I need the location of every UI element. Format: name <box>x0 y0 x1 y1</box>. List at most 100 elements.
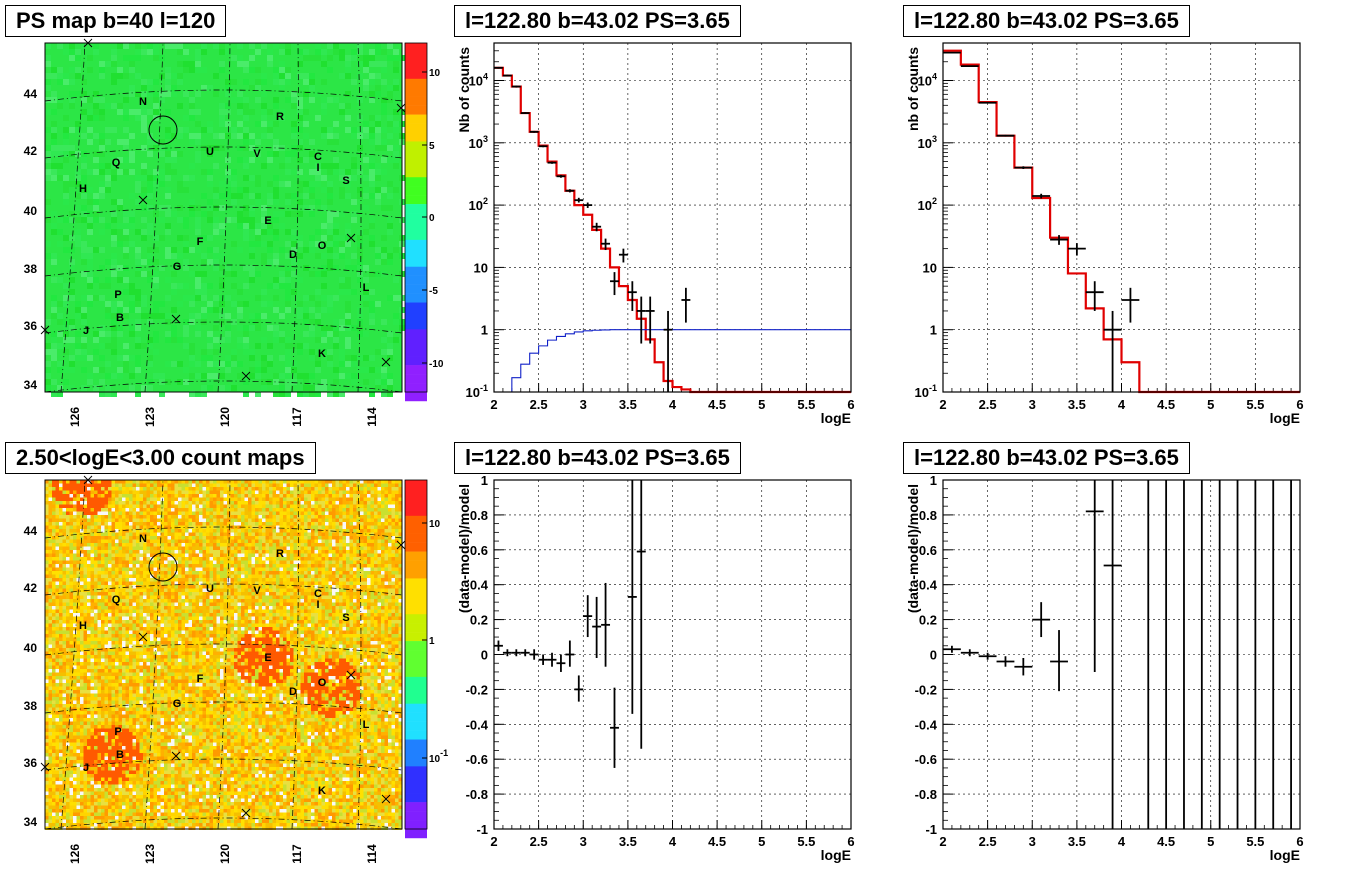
map-pixel <box>297 508 301 512</box>
map-pixel <box>48 539 52 543</box>
colorbar-cell <box>405 114 427 124</box>
map-pixel <box>55 515 59 519</box>
map-pixel <box>391 504 395 508</box>
map-pixel <box>206 543 210 547</box>
map-pixel <box>101 550 105 554</box>
map-pixel <box>90 532 94 536</box>
map-pixel <box>51 133 57 139</box>
map-pixel <box>118 567 122 571</box>
map-pixel <box>370 490 374 494</box>
map-pixel <box>262 490 266 494</box>
map-pixel <box>195 361 201 367</box>
map-pixel <box>117 277 123 283</box>
map-pixel <box>150 546 154 550</box>
map-pixel <box>262 508 266 512</box>
map-pixel <box>251 501 255 505</box>
map-pixel <box>328 494 332 498</box>
map-pixel <box>132 574 136 578</box>
map-pixel <box>164 532 168 536</box>
map-pixel <box>51 337 57 343</box>
map-pixel <box>370 546 374 550</box>
map-pixel <box>261 229 267 235</box>
map-pixel <box>367 550 371 554</box>
map-pixel <box>237 571 241 575</box>
map-pixel <box>94 490 98 494</box>
map-pixel <box>181 557 185 561</box>
map-pixel <box>165 67 171 73</box>
map-pixel <box>273 325 279 331</box>
map-pixel <box>99 139 105 145</box>
map-pixel <box>48 494 52 498</box>
map-pixel <box>123 343 129 349</box>
map-pixel <box>349 494 353 498</box>
map-pixel <box>141 115 147 121</box>
map-pixel <box>174 487 178 491</box>
map-pixel <box>332 490 336 494</box>
map-pixel <box>249 175 255 181</box>
map-pixel <box>213 564 217 568</box>
map-pixel <box>269 536 273 540</box>
map-pixel <box>188 574 192 578</box>
map-pixel <box>297 115 303 121</box>
map-pixel <box>159 169 165 175</box>
map-pixel <box>384 480 388 484</box>
map-pixel <box>285 199 291 205</box>
map-pixel <box>262 560 266 564</box>
map-pixel <box>285 193 291 199</box>
map-pixel <box>360 560 364 564</box>
map-pixel <box>59 567 63 571</box>
map-pixel <box>273 43 279 49</box>
map-pixel <box>55 539 59 543</box>
map-pixel <box>57 151 63 157</box>
map-pixel <box>97 564 101 568</box>
map-pixel <box>241 578 245 582</box>
map-pixel <box>398 487 402 491</box>
map-pixel <box>104 487 108 491</box>
map-pixel <box>225 295 231 301</box>
map-pixel <box>52 543 56 547</box>
map-pixel <box>248 508 252 512</box>
map-pixel <box>216 567 220 571</box>
map-pixel <box>241 550 245 554</box>
map-pixel <box>339 361 345 367</box>
map-pixel <box>48 511 52 515</box>
map-pixel <box>150 550 154 554</box>
map-pixel <box>165 337 171 343</box>
map-pixel <box>367 557 371 561</box>
map-pixel <box>387 205 393 211</box>
map-pixel <box>332 508 336 512</box>
map-pixel <box>201 307 207 313</box>
y-tick-label: 10 <box>474 260 488 275</box>
map-pixel <box>381 253 387 259</box>
map-pixel <box>267 301 273 307</box>
map-pixel <box>129 553 133 557</box>
map-pixel <box>66 511 70 515</box>
map-pixel <box>363 55 369 61</box>
map-pixel <box>63 283 69 289</box>
map-pixel <box>199 511 203 515</box>
map-pixel <box>94 571 98 575</box>
map-pixel <box>83 483 87 487</box>
map-pixel <box>391 571 395 575</box>
map-pixel <box>165 247 171 253</box>
map-pixel <box>249 313 255 319</box>
map-pixel <box>345 283 351 289</box>
map-pixel <box>202 487 206 491</box>
map-pixel <box>342 497 346 501</box>
map-pixel <box>174 567 178 571</box>
map-pixel <box>59 504 63 508</box>
map-pixel <box>45 379 51 385</box>
map-pixel <box>398 578 402 582</box>
map-pixel <box>255 497 259 501</box>
map-pixel <box>66 539 70 543</box>
map-pixel <box>237 145 243 151</box>
map-pixel <box>136 550 140 554</box>
map-pixel <box>297 343 303 349</box>
map-pixel <box>237 373 243 379</box>
map-pixel <box>129 193 135 199</box>
map-pixel <box>283 532 287 536</box>
map-pixel <box>73 536 77 540</box>
map-pixel <box>225 91 231 97</box>
map-pixel <box>223 564 227 568</box>
map-pixel <box>248 571 252 575</box>
